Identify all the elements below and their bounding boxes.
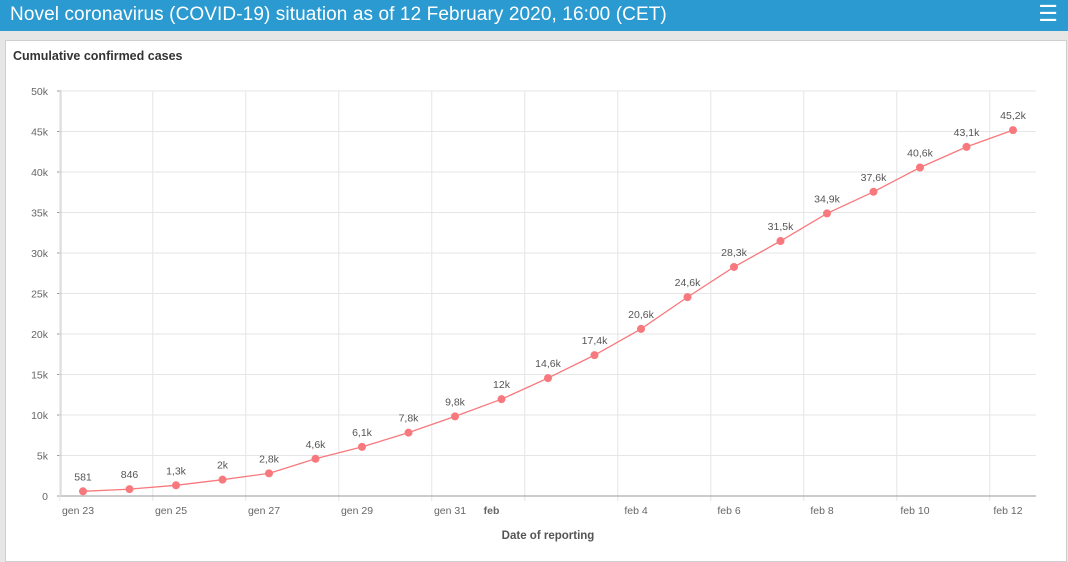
x-tick-label: feb 10: [900, 505, 929, 517]
data-point: [730, 262, 738, 271]
y-tick-label: 0: [42, 491, 48, 503]
y-tick-label: 45k: [31, 127, 49, 139]
y-tick-label: 50k: [31, 86, 49, 98]
page-title: Novel coronavirus (COVID-19) situation a…: [10, 4, 667, 25]
x-tick-label: gen 23: [62, 505, 94, 517]
data-point: [869, 187, 878, 196]
y-tick-label: 40k: [31, 167, 49, 179]
series-line: [82, 129, 1014, 492]
data-label: 846: [121, 469, 139, 481]
data-point: [172, 481, 180, 490]
data-point: [916, 163, 924, 172]
hamburger-menu-icon[interactable]: ☰: [1038, 1, 1058, 26]
x-tick-label: feb 4: [624, 505, 648, 517]
x-axis-title: Date of reporting: [502, 530, 595, 542]
data-point: [404, 428, 413, 437]
data-label: 40,6k: [907, 148, 933, 160]
data-point: [218, 475, 227, 484]
data-point: [265, 469, 273, 478]
data-point: [683, 293, 692, 302]
data-label: 9,8k: [445, 396, 466, 408]
x-tick-label: feb 6: [717, 505, 741, 517]
chart-title: Cumulative confirmed cases: [13, 49, 183, 63]
data-label: 45,2k: [1000, 110, 1026, 122]
data-point: [962, 142, 971, 151]
data-label: 31,5k: [768, 221, 794, 233]
y-tick-label: 5k: [37, 451, 49, 463]
data-point: [451, 412, 459, 421]
data-point: [1009, 126, 1017, 135]
x-tick-label: gen 31: [434, 505, 466, 517]
y-tick-label: 15k: [31, 370, 49, 382]
y-tick-label: 30k: [31, 248, 49, 260]
data-label: 2k: [217, 460, 229, 472]
data-label: 37,6k: [861, 172, 887, 184]
data-label: 6,1k: [352, 427, 373, 439]
x-tick-label: gen 25: [155, 505, 187, 517]
data-label: 28,3k: [721, 247, 747, 259]
data-point: [358, 442, 366, 451]
x-tick-label: feb 8: [810, 505, 834, 517]
data-point: [544, 374, 552, 383]
data-point: [637, 324, 645, 333]
data-label: 17,4k: [582, 335, 608, 347]
data-label: 2,8k: [259, 453, 280, 465]
data-label: 14,6k: [535, 358, 561, 370]
y-tick-label: 35k: [31, 208, 49, 220]
data-point: [497, 395, 506, 404]
data-label: 1,3k: [166, 465, 187, 477]
x-tick-label: gen 27: [248, 505, 280, 517]
chart-card: Cumulative confirmed cases: [5, 40, 1067, 562]
data-point: [311, 454, 320, 463]
x-tick-label: gen 29: [341, 505, 373, 517]
y-tick-label: 20k: [31, 329, 49, 341]
data-label: 12k: [493, 379, 511, 391]
x-tick-label: feb: [484, 505, 500, 517]
data-label: 34,9k: [814, 193, 840, 205]
data-point: [590, 351, 599, 360]
data-label: 43,1k: [954, 127, 980, 139]
data-label: 581: [74, 471, 92, 483]
y-tick-label: 25k: [31, 289, 49, 301]
data-point: [823, 209, 831, 218]
data-point: [79, 487, 87, 496]
app-header: Novel coronavirus (COVID-19) situation a…: [0, 0, 1068, 31]
data-label: 20,6k: [628, 309, 654, 321]
data-label: 24,6k: [675, 277, 701, 289]
data-point: [776, 237, 785, 246]
data-label: 4,6k: [306, 439, 327, 451]
x-tick-label: feb 12: [993, 505, 1022, 517]
y-tick-label: 10k: [31, 410, 49, 422]
data-point: [125, 485, 134, 494]
data-label: 7,8k: [399, 413, 420, 425]
